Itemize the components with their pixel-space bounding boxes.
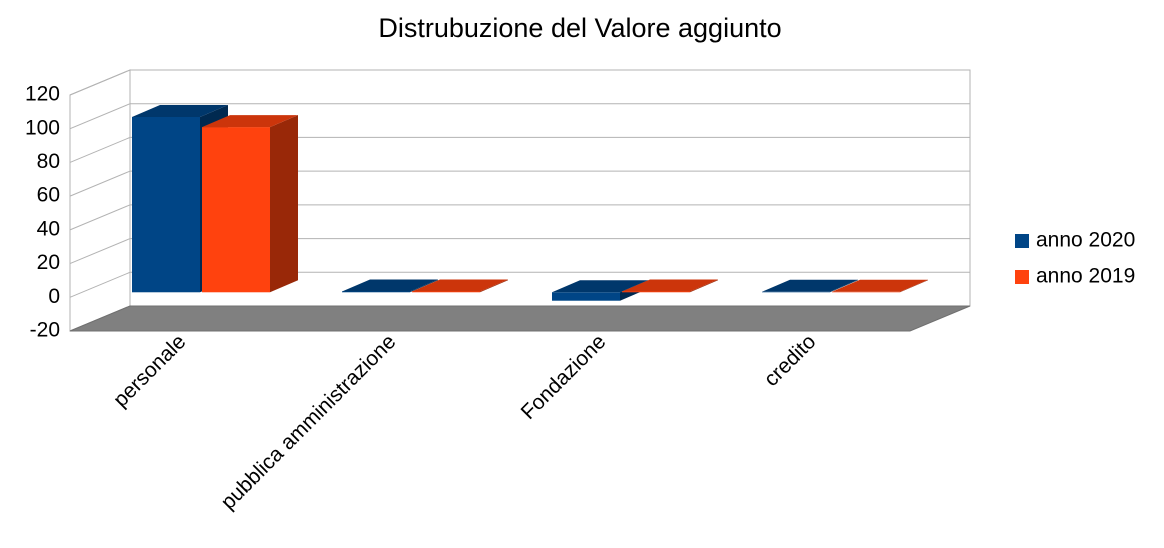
- grid-line: [69, 136, 970, 163]
- chart-title: Distrubuzione del Valore aggiunto: [378, 13, 781, 43]
- bar: [342, 279, 438, 293]
- bar-top: [202, 115, 298, 128]
- bar-front: [762, 291, 830, 293]
- y-tick-label: 80: [37, 150, 60, 173]
- bar-front: [132, 116, 200, 293]
- bar-top: [132, 104, 228, 117]
- y-tick-label: 60: [37, 184, 60, 207]
- bar-top: [622, 279, 718, 292]
- bar-side: [900, 279, 928, 293]
- grid-line: [69, 238, 970, 265]
- bar-front: [202, 127, 270, 293]
- legend-label: anno 2020: [1036, 229, 1135, 252]
- bar-front: [342, 291, 410, 293]
- y-tick-label: 100: [25, 116, 60, 139]
- bar-top: [762, 279, 858, 292]
- grid-line: [69, 69, 970, 96]
- side-wall: [69, 69, 131, 332]
- x-tick-label: pubblica amministrazione: [217, 330, 401, 514]
- y-tick-label: -20: [30, 319, 60, 342]
- bar-side: [480, 279, 508, 293]
- bar-top: [342, 279, 438, 292]
- x-tick-label: credito: [760, 330, 821, 391]
- bar-side: [270, 115, 298, 293]
- bar: [412, 279, 508, 293]
- bar: [622, 279, 718, 293]
- bar-side: [690, 279, 718, 293]
- bar: [762, 279, 858, 293]
- legend-swatch: [1015, 270, 1029, 284]
- bar-front: [622, 291, 690, 293]
- grid-line: [69, 271, 970, 298]
- bar-top: [552, 280, 648, 293]
- bar-front: [832, 291, 900, 293]
- bar-front: [412, 291, 480, 293]
- floor: [69, 305, 971, 332]
- x-tick-label: personale: [109, 330, 190, 411]
- legend-label: anno 2019: [1036, 265, 1135, 288]
- bar-front: [552, 292, 620, 301]
- grid-line: [69, 103, 970, 130]
- bar: [202, 115, 298, 293]
- y-tick-label: 0: [48, 285, 60, 308]
- grid-line: [69, 170, 970, 197]
- bar-side: [830, 279, 858, 293]
- bar-top: [832, 279, 928, 292]
- y-tick-label: 120: [25, 83, 60, 106]
- bar: [832, 279, 928, 293]
- y-tick-label: 20: [37, 251, 60, 274]
- legend-swatch: [1015, 234, 1029, 248]
- grid-line: [69, 204, 970, 231]
- bar-top: [412, 279, 508, 292]
- x-tick-label: Fondazione: [517, 330, 611, 424]
- y-tick-label: 40: [37, 217, 60, 240]
- bar-side: [410, 279, 438, 293]
